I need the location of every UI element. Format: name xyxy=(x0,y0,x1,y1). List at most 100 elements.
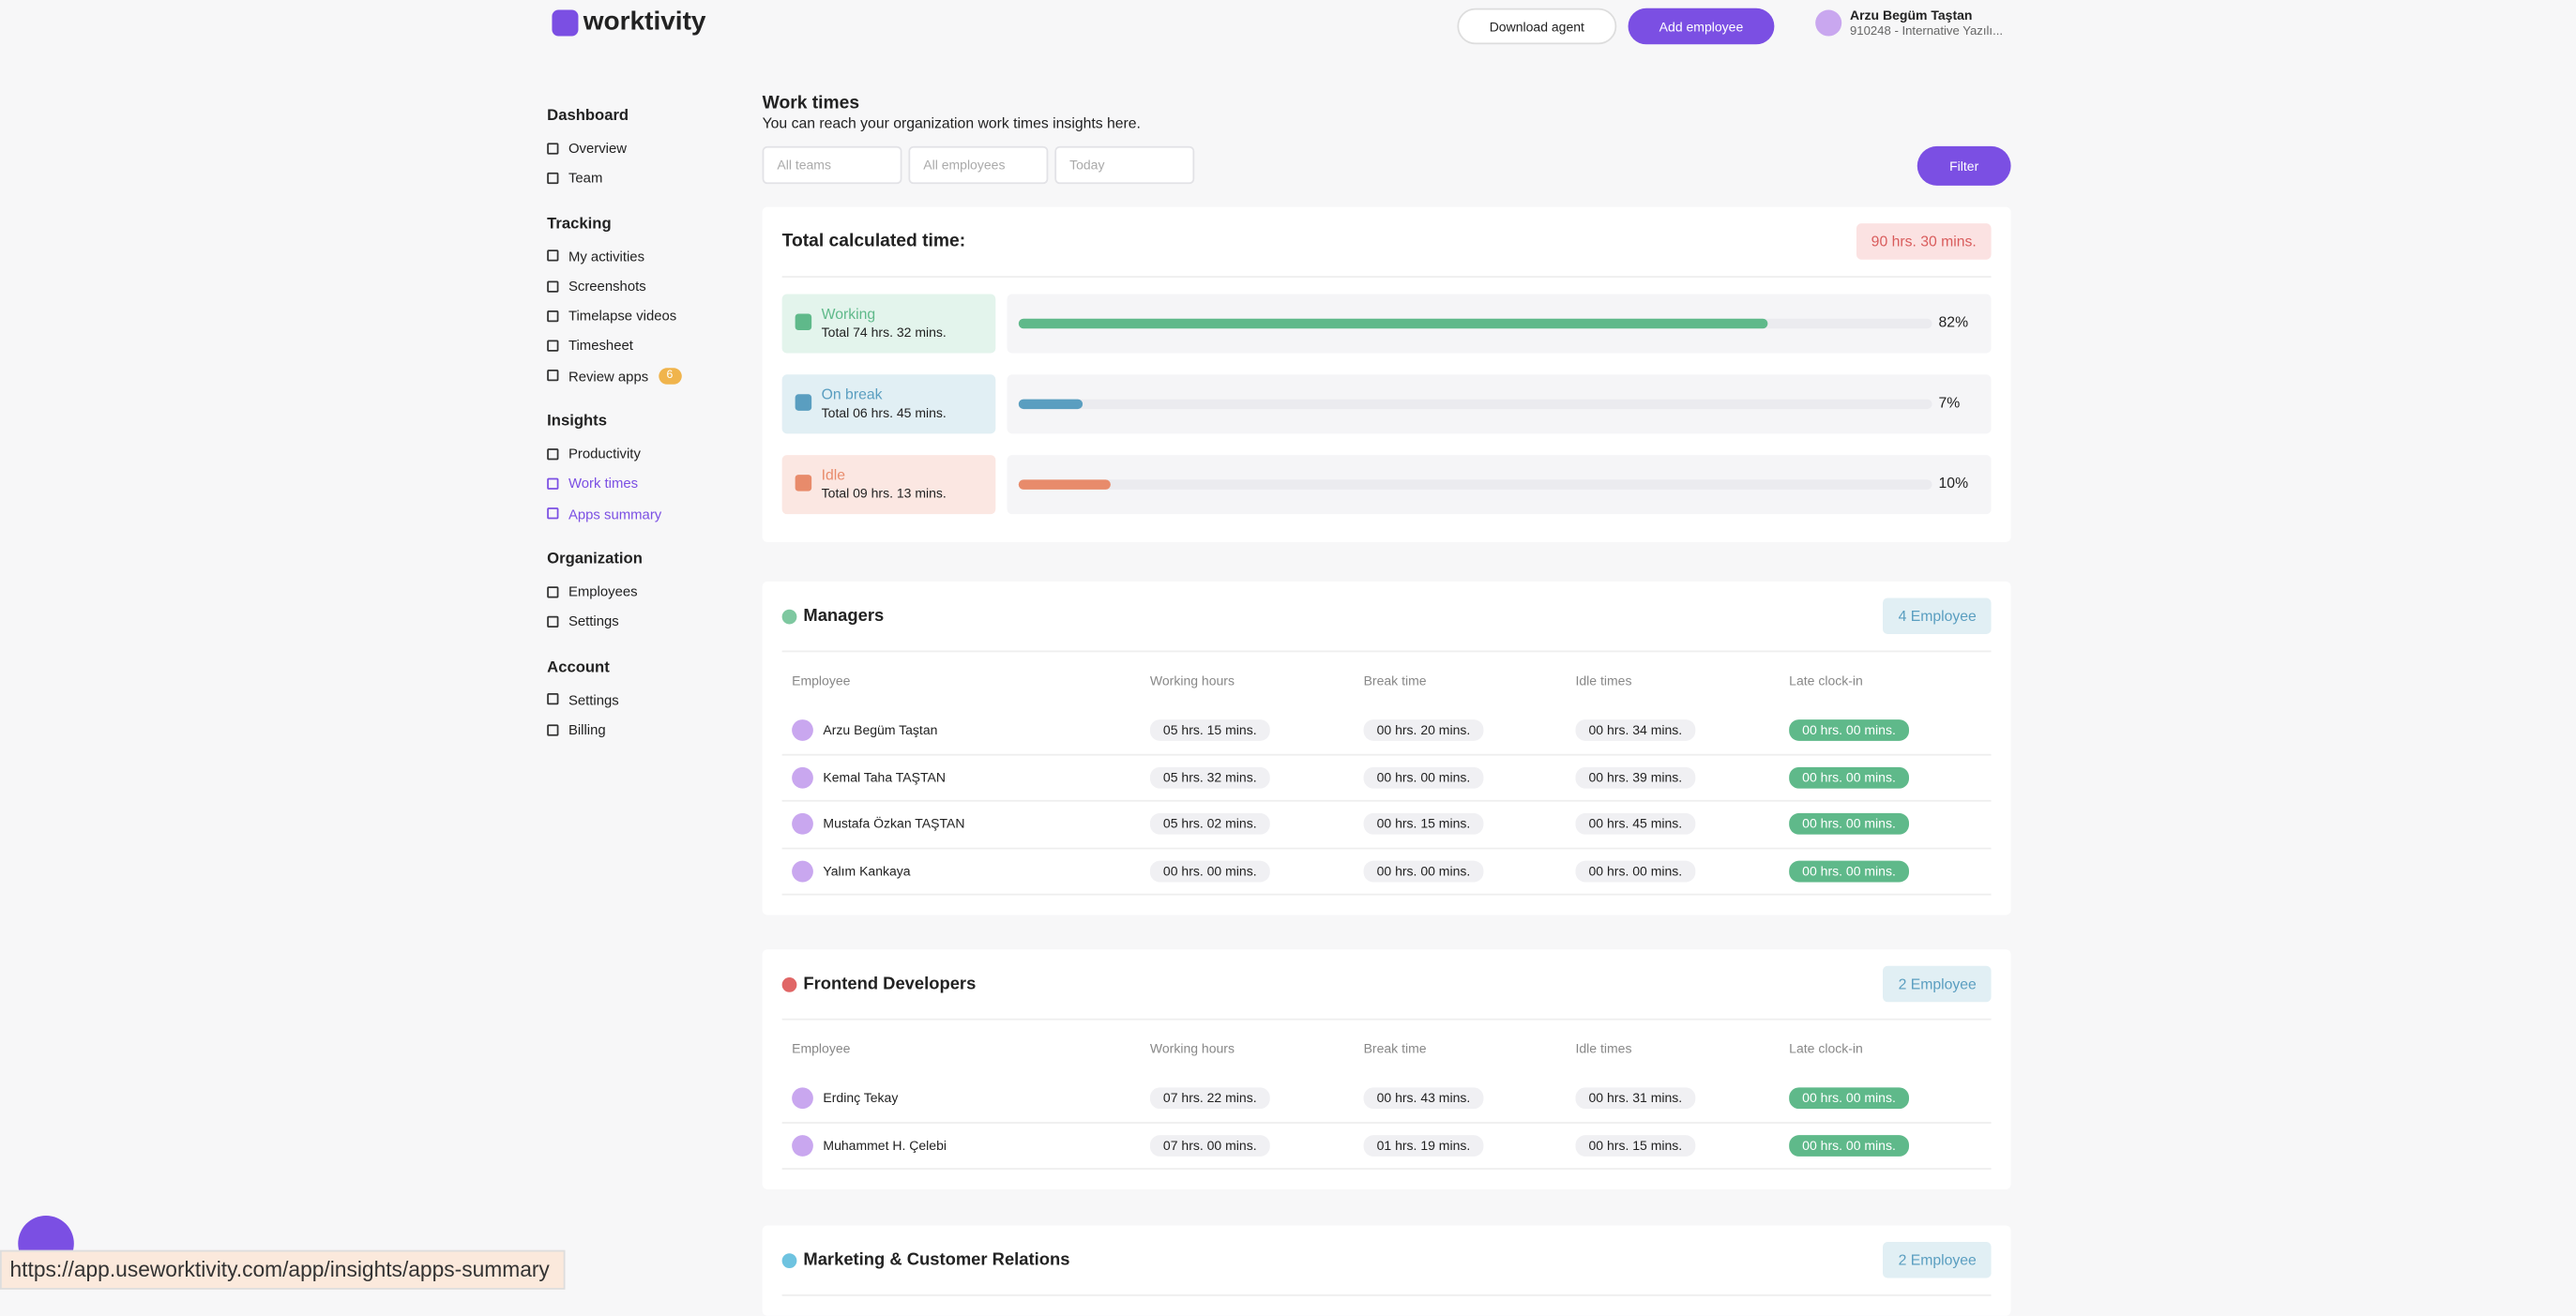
sidebar-item[interactable]: Timesheet xyxy=(547,331,744,361)
employee-row: Kemal Taha TAŞTAN 05 hrs. 32 mins. 00 hrs.… xyxy=(781,755,1992,802)
sidebar-section: Organization xyxy=(547,550,643,568)
team-name: Marketing & Customer Relations xyxy=(803,1249,1070,1270)
icon xyxy=(795,475,812,492)
summary-label: Working Total 74 hrs. 32 mins. xyxy=(781,294,996,354)
column-label: Idle times xyxy=(1575,673,1632,688)
sidebar-item[interactable]: Work times xyxy=(547,469,744,499)
team-header: Managers 4 Employee xyxy=(781,582,1992,653)
app: worktivity Download agent Add employee Arzu… xyxy=(0,8,2011,1296)
time-pill: 00 hrs. 43 mins. xyxy=(1363,1087,1484,1110)
summary-row: Working Total 74 hrs. 32 mins. 82% xyxy=(781,294,1992,354)
sidebar-section: Insights xyxy=(547,412,607,431)
progress-box: 82% xyxy=(1007,294,1992,354)
sidebar-item[interactable]: Timelapse videos xyxy=(547,301,744,331)
column-label: Break time xyxy=(1363,673,1427,688)
column-header: Employee Working hours Break time Idle time… xyxy=(782,652,1992,708)
sidebar-item[interactable]: Team xyxy=(547,163,744,193)
time-pill: 00 hrs. 00 mins. xyxy=(1789,860,1909,883)
time-pill: 00 hrs. 34 mins. xyxy=(1575,719,1696,742)
user-text: Arzu Begüm Taştan 910248 - Internative Ya… xyxy=(1850,8,2003,38)
sidebar-section: Account xyxy=(547,658,610,676)
sidebar-item[interactable]: Apps summary xyxy=(547,499,744,529)
icon xyxy=(547,172,559,185)
download-button[interactable]: Download agent xyxy=(1457,8,1617,45)
filter-select[interactable]: All teams xyxy=(762,145,902,185)
user-org: 910248 - Internative Yazılı... xyxy=(1849,23,2004,38)
time-pill: 00 hrs. 45 mins. xyxy=(1575,813,1696,836)
sidebar-label: Work times xyxy=(568,475,639,492)
summary-label: On break Total 06 hrs. 45 mins. xyxy=(781,374,996,434)
progress-bar xyxy=(1018,318,1768,329)
time-pill: 00 hrs. 00 mins. xyxy=(1789,813,1909,836)
sidebar-item[interactable]: Review apps 6 xyxy=(547,361,744,391)
time-pill: 00 hrs. 00 mins. xyxy=(1789,1087,1909,1110)
employee: Kemal Taha TAŞTAN xyxy=(792,766,1150,789)
icon xyxy=(547,340,559,352)
employee-row: Mustafa Özkan TAŞTAN 05 hrs. 02 mins. 00 h… xyxy=(781,802,1992,849)
progress-track xyxy=(1018,479,1932,490)
add-employee-button[interactable]: Add employee xyxy=(1628,8,1775,45)
sidebar-item[interactable]: My activities xyxy=(547,241,744,271)
sidebar-item[interactable]: Settings xyxy=(547,607,744,637)
sidebar-item[interactable]: Employees xyxy=(547,577,744,607)
summary-row: Idle Total 09 hrs. 13 mins. 10% xyxy=(781,455,1992,515)
team-title: Managers xyxy=(781,606,885,627)
sidebar-item[interactable]: Productivity xyxy=(547,439,744,469)
team-dot xyxy=(781,608,797,624)
team-name: Managers xyxy=(803,606,885,627)
sidebar-item[interactable]: Overview xyxy=(547,133,744,163)
filter-select[interactable]: Today xyxy=(1054,145,1195,185)
progress-bar xyxy=(1018,479,1111,490)
progress-box: 7% xyxy=(1007,374,1992,434)
time-pill: 00 hrs. 20 mins. xyxy=(1363,719,1484,742)
time-pill: 00 hrs. 00 mins. xyxy=(1149,860,1270,883)
avatar xyxy=(792,860,813,883)
icon xyxy=(547,447,559,460)
icon xyxy=(547,370,559,383)
team-name: Frontend Developers xyxy=(803,974,977,994)
summary-name: On break xyxy=(821,386,883,403)
sidebar-item[interactable]: Billing xyxy=(547,715,744,745)
time-pill: 00 hrs. 39 mins. xyxy=(1575,766,1696,789)
status-url: https://app.useworktivity.com/app/insigh… xyxy=(0,1249,565,1290)
summary-total: 90 hrs. 30 mins. xyxy=(1856,223,1992,260)
sidebar-item[interactable]: Settings xyxy=(547,685,744,715)
progress-track xyxy=(1018,318,1932,329)
summary-name: Working xyxy=(821,305,876,323)
sidebar-label: Overview xyxy=(568,139,628,157)
summary-card: Total calculated time: 90 hrs. 30 mins. Wo… xyxy=(762,206,2011,542)
time-pill: 00 hrs. 00 mins. xyxy=(1363,860,1484,883)
employee: Erdinç Tekay xyxy=(792,1087,1150,1110)
sidebar-item[interactable]: Screenshots xyxy=(547,271,744,301)
filter-button[interactable]: Filter xyxy=(1917,145,2011,186)
icon xyxy=(547,142,559,154)
sidebar: Dashboard Overview Team Tracking My activiti… xyxy=(547,85,744,745)
progress-label: 7% xyxy=(1938,394,1961,411)
column-label: Late clock-in xyxy=(1789,1040,1863,1056)
team-header: Frontend Developers 2 Employee xyxy=(781,949,1992,1021)
badge: 6 xyxy=(658,368,682,385)
employee-row: Erdinç Tekay 07 hrs. 22 mins. 00 hrs. 43 m… xyxy=(781,1076,1992,1124)
employee: Yalım Kankaya xyxy=(792,860,1150,883)
logo: worktivity xyxy=(552,8,706,38)
sidebar-label: Timesheet xyxy=(568,337,633,355)
employee-row: Arzu Begüm Taştan 05 hrs. 15 mins. 00 hrs.… xyxy=(781,708,1992,755)
sidebar-label: Employees xyxy=(568,582,638,600)
page-title: Work times xyxy=(762,93,860,113)
column-label: Working hours xyxy=(1149,1040,1235,1056)
avatar xyxy=(792,813,813,836)
time-pill: 00 hrs. 00 mins. xyxy=(1789,1134,1909,1157)
time-pill: 00 hrs. 00 mins. xyxy=(1575,860,1696,883)
icon xyxy=(547,585,559,597)
team-count: 2 Employee xyxy=(1883,965,1992,1003)
column-label: Late clock-in xyxy=(1789,673,1863,688)
avatar xyxy=(792,766,813,789)
user-menu[interactable]: Arzu Begüm Taştan 910248 - Internative Ya… xyxy=(1815,8,2003,38)
employee-name: Yalım Kankaya xyxy=(823,863,911,879)
filter-select[interactable]: All employees xyxy=(908,145,1049,185)
time-pill: 00 hrs. 31 mins. xyxy=(1575,1087,1696,1110)
avatar xyxy=(792,1134,813,1157)
logo-icon xyxy=(552,9,579,37)
team-dot xyxy=(781,976,797,991)
summary-row: On break Total 06 hrs. 45 mins. 7% xyxy=(781,374,1992,434)
